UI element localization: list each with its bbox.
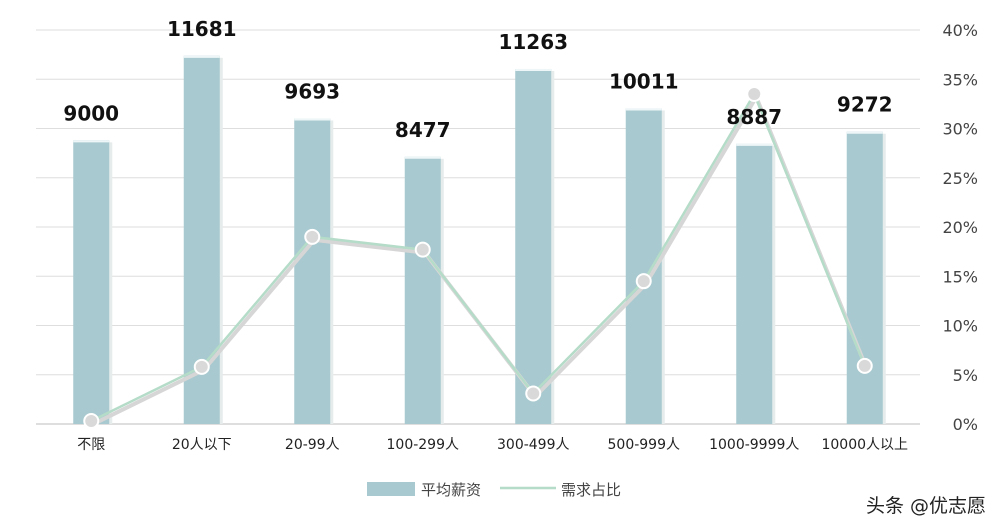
line-point [525, 385, 542, 402]
category-label: 20-99人 [285, 437, 340, 453]
bar-value-label: 9272 [837, 93, 893, 117]
gridlines [36, 29, 920, 425]
line-point [856, 357, 873, 374]
tick-label: 40% [942, 21, 978, 40]
watermark-text: 头条 @优志愿 [865, 495, 986, 517]
category-label: 20人以下 [172, 437, 232, 453]
category-label: 10000人以上 [821, 437, 908, 453]
legend-label: 平均薪资 [421, 481, 481, 499]
tick-label: 20% [942, 218, 978, 237]
line-point [193, 358, 210, 375]
category-axis: 不限 20人以下 20-99人 100-299人 300-499人 500-999人 100… [77, 437, 908, 453]
bar-series [73, 55, 886, 425]
category-label: 不限 [77, 437, 105, 453]
bar-value-label: 9000 [63, 101, 119, 125]
bar [846, 131, 883, 424]
line-point [746, 86, 763, 103]
tick-label: 35% [942, 70, 978, 89]
bar-value-label: 8477 [395, 118, 451, 142]
tick-label: 5% [953, 366, 978, 385]
line-point [414, 241, 431, 258]
legend-swatch-bar [367, 482, 415, 496]
bar-value-labels: 9000 11681 9693 8477 11263 10011 8887 9272 [63, 17, 892, 142]
bar [404, 156, 441, 424]
bar [73, 140, 110, 424]
tick-label: 15% [942, 267, 978, 286]
bar [294, 118, 331, 425]
tick-label: 30% [942, 120, 978, 139]
bar [736, 143, 773, 424]
right-axis: 0% 5% 10% 15% 20% 25% 30% 35% 40% [942, 21, 978, 434]
bar-value-label: 8887 [726, 105, 782, 129]
category-label: 500-999人 [608, 437, 681, 453]
line-point [304, 228, 321, 245]
tick-label: 25% [942, 169, 978, 188]
bar-value-label: 10011 [609, 69, 679, 93]
category-label: 300-499人 [497, 437, 570, 453]
line-point [635, 273, 652, 290]
legend-label: 需求占比 [561, 481, 621, 499]
tick-label: 0% [953, 415, 978, 434]
bar [515, 68, 552, 425]
bar-value-label: 11681 [167, 17, 237, 41]
bar-value-label: 11263 [498, 30, 568, 54]
tick-label: 10% [942, 317, 978, 336]
category-label: 1000-9999人 [709, 437, 799, 453]
category-label: 100-299人 [387, 437, 460, 453]
line-point [83, 413, 100, 430]
bar-value-label: 9693 [284, 79, 340, 103]
series-line [90, 91, 866, 423]
legend: 平均薪资 需求占比 [367, 481, 621, 499]
line-series [83, 86, 873, 430]
